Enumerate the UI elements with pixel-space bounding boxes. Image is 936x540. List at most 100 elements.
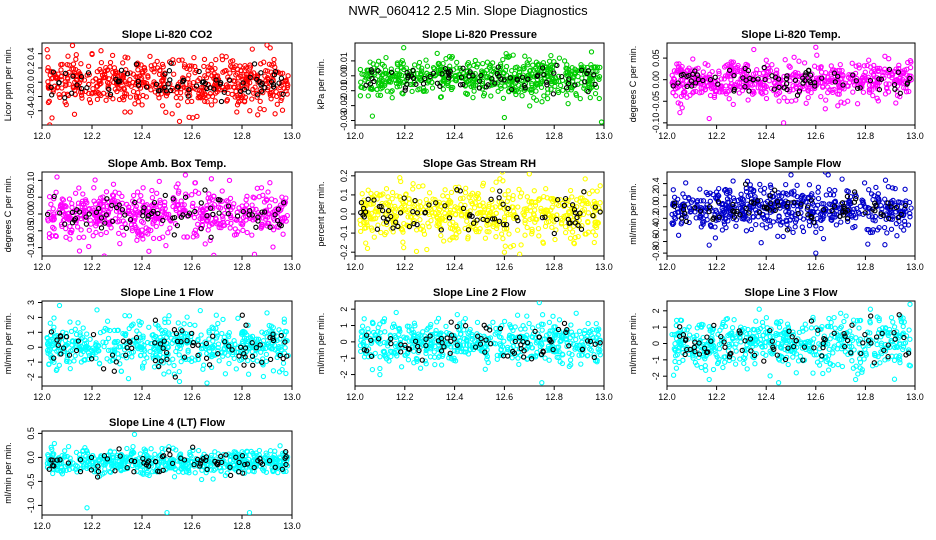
- data-point: [376, 80, 383, 86]
- data-point: [85, 70, 92, 76]
- data-point: [820, 216, 826, 222]
- data-point-outlier: [758, 240, 764, 246]
- data-point: [232, 226, 238, 232]
- data-point: [703, 212, 709, 219]
- data-point: [150, 235, 157, 242]
- data-point: [761, 64, 767, 71]
- data-point: [442, 65, 449, 72]
- data-point: [117, 344, 124, 350]
- data-point: [401, 195, 407, 201]
- data-point: [741, 215, 747, 221]
- data-point: [578, 80, 584, 86]
- data-point: [78, 227, 84, 233]
- data-point: [522, 217, 528, 224]
- data-point: [891, 81, 898, 88]
- data-point: [272, 212, 278, 218]
- data-point: [106, 86, 112, 92]
- data-point: [156, 363, 162, 370]
- data-point: [119, 209, 125, 215]
- data-point: [163, 349, 170, 356]
- data-point: [181, 202, 187, 208]
- data-point: [585, 320, 591, 327]
- data-point: [121, 232, 127, 238]
- data-point: [697, 215, 703, 221]
- data-point: [280, 360, 287, 366]
- data-point: [206, 191, 212, 197]
- data-point: [832, 214, 838, 220]
- data-point: [706, 242, 712, 248]
- data-point: [175, 320, 181, 326]
- data-point: [64, 352, 71, 358]
- data-point: [280, 355, 286, 362]
- data-point: [282, 215, 288, 222]
- data-point: [547, 328, 553, 334]
- data-point: [575, 233, 581, 240]
- data-point: [270, 337, 277, 344]
- data-point: [69, 90, 75, 96]
- data-point: [280, 70, 286, 76]
- data-point: [90, 90, 96, 96]
- data-point: [253, 224, 259, 230]
- data-point: [456, 229, 462, 235]
- panel-title: Slope Line 1 Flow: [121, 287, 214, 299]
- data-point: [125, 375, 132, 382]
- data-point: [792, 219, 799, 225]
- data-point: [480, 60, 486, 67]
- data-point: [584, 64, 590, 71]
- data-point: [385, 194, 391, 200]
- x-tick-label: 12.6: [496, 392, 514, 402]
- data-point: [224, 84, 230, 91]
- data-point: [839, 85, 845, 91]
- data-point: [376, 203, 382, 210]
- data-point: [593, 320, 599, 327]
- data-point: [171, 71, 177, 77]
- data-point: [691, 89, 697, 95]
- data-point: [815, 189, 821, 195]
- data-point: [805, 94, 811, 101]
- data-point: [866, 213, 872, 219]
- data-point: [196, 68, 202, 75]
- data-point: [278, 75, 285, 81]
- data-point: [574, 214, 580, 221]
- data-point: [177, 89, 184, 96]
- data-point: [157, 197, 163, 204]
- data-point: [394, 61, 401, 68]
- data-point: [156, 215, 162, 221]
- data-point: [133, 95, 140, 101]
- x-tick-label: 13.0: [906, 262, 924, 272]
- data-point: [579, 67, 585, 73]
- data-point: [544, 79, 550, 85]
- data-point: [247, 108, 253, 114]
- data-point: [851, 212, 857, 219]
- data-point: [542, 214, 548, 220]
- data-point: [854, 85, 861, 92]
- data-point: [245, 371, 252, 377]
- data-point: [531, 212, 537, 218]
- data-point: [378, 229, 384, 236]
- data-point: [425, 209, 431, 215]
- data-point: [375, 68, 381, 74]
- data-point: [74, 224, 81, 230]
- data-point: [772, 187, 778, 193]
- data-point: [533, 88, 539, 94]
- data-point: [102, 71, 108, 78]
- data-point: [267, 92, 274, 98]
- data-point: [509, 86, 515, 93]
- data-point: [569, 194, 575, 200]
- data-point: [751, 200, 757, 206]
- data-point: [532, 202, 539, 208]
- y-tick-label: -0.03: [339, 110, 349, 131]
- data-point: [544, 82, 550, 88]
- data-point: [775, 190, 781, 196]
- data-point: [719, 89, 725, 95]
- y-tick-label: 0.00: [651, 71, 661, 89]
- data-point: [577, 95, 583, 102]
- data-point: [469, 345, 475, 351]
- data-point: [78, 344, 84, 350]
- data-point: [380, 191, 386, 197]
- data-point: [470, 84, 477, 90]
- data-point: [380, 77, 386, 83]
- y-tick-label: -1: [26, 358, 36, 366]
- data-point: [506, 53, 513, 59]
